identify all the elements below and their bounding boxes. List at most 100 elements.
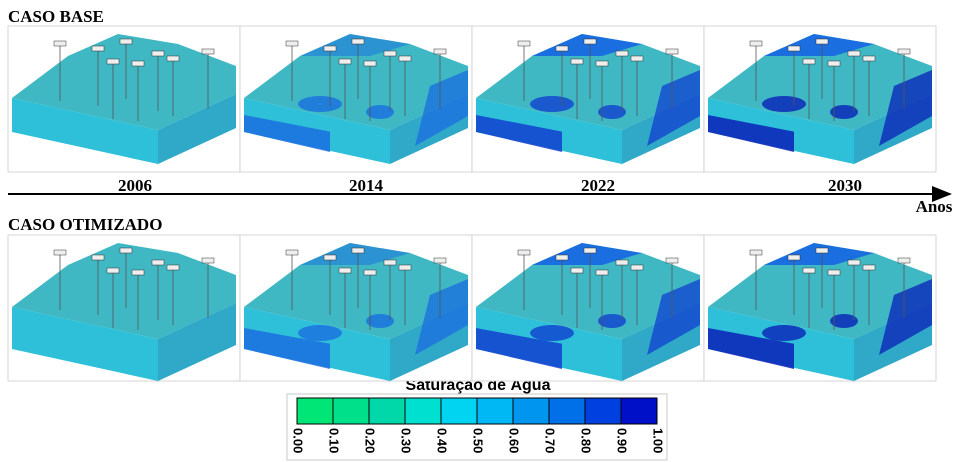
well-tag — [202, 258, 214, 263]
well-tag — [434, 258, 446, 263]
colorbar-tick: 0.10 — [327, 428, 342, 453]
water-front — [530, 96, 574, 112]
reservoir-block — [472, 26, 704, 172]
colorbar-tick: 0.70 — [543, 428, 558, 453]
well-tag — [848, 51, 860, 56]
figure: CASO BASE CASO OTIMIZADO 2006 2014 2022 … — [0, 0, 957, 462]
colorbar-cell — [477, 398, 513, 424]
well-tag — [750, 250, 762, 255]
well-tag — [571, 268, 583, 273]
well-tag — [816, 39, 828, 44]
well-tag — [666, 258, 678, 263]
colorbar-cell — [333, 398, 369, 424]
reservoir-block — [8, 26, 240, 172]
colorbar-cell — [585, 398, 621, 424]
well-tag — [828, 61, 840, 66]
colorbar-tick: 0.80 — [579, 428, 594, 453]
well-tag — [132, 270, 144, 275]
water-front — [298, 96, 342, 112]
well-tag — [107, 268, 119, 273]
well-tag — [384, 51, 396, 56]
colorbar-tick: 0.40 — [435, 428, 450, 453]
well-tag — [518, 250, 530, 255]
colorbar-cell — [297, 398, 333, 424]
well-tag — [584, 248, 596, 253]
well-tag — [898, 258, 910, 263]
well-tag — [803, 268, 815, 273]
well-tag — [324, 46, 336, 51]
axis-label: Anos — [916, 197, 953, 216]
well-tag — [803, 59, 815, 64]
well-tag — [631, 265, 643, 270]
panels — [8, 26, 936, 381]
water-front — [762, 96, 806, 112]
colorbar-cell — [405, 398, 441, 424]
well-tag — [286, 250, 298, 255]
colorbar-tick: 0.20 — [363, 428, 378, 453]
well-tag — [352, 39, 364, 44]
colorbar-cell — [513, 398, 549, 424]
reservoir-block — [704, 235, 936, 381]
year-label: 2030 — [828, 176, 862, 195]
well-tag — [339, 268, 351, 273]
row-title: CASO OTIMIZADO — [8, 215, 162, 234]
water-front — [530, 325, 574, 341]
well-tag — [399, 56, 411, 61]
well-tag — [364, 61, 376, 66]
year-label: 2022 — [581, 176, 615, 195]
well-tag — [898, 49, 910, 54]
water-front — [298, 325, 342, 341]
well-tag — [120, 248, 132, 253]
well-tag — [167, 265, 179, 270]
well-tag — [286, 41, 298, 46]
colorbar-tick: 0.90 — [615, 428, 630, 453]
colorbar-cell — [369, 398, 405, 424]
well-tag — [616, 260, 628, 265]
colorbar-tick: 0.50 — [471, 428, 486, 453]
well-tag — [584, 39, 596, 44]
well-tag — [616, 51, 628, 56]
well-tag — [364, 270, 376, 275]
well-tag — [339, 59, 351, 64]
well-tag — [54, 250, 66, 255]
well-tag — [120, 39, 132, 44]
colorbar-cell — [441, 398, 477, 424]
well-tag — [152, 260, 164, 265]
well-tag — [816, 248, 828, 253]
reservoir-block — [8, 235, 240, 381]
well-tag — [107, 59, 119, 64]
well-tag — [828, 270, 840, 275]
well-tag — [596, 61, 608, 66]
well-tag — [132, 61, 144, 66]
well-tag — [384, 260, 396, 265]
well-tag — [152, 51, 164, 56]
well-tag — [167, 56, 179, 61]
well-tag — [202, 49, 214, 54]
water-front — [762, 325, 806, 341]
well-tag — [666, 49, 678, 54]
well-tag — [352, 248, 364, 253]
colorbar-cell — [549, 398, 585, 424]
well-tag — [596, 270, 608, 275]
well-tag — [556, 46, 568, 51]
well-tag — [434, 49, 446, 54]
well-tag — [92, 46, 104, 51]
row-title: CASO BASE — [8, 7, 104, 26]
colorbar-tick: 0.30 — [399, 428, 414, 453]
reservoir-block — [240, 235, 472, 381]
colorbar-cell — [621, 398, 657, 424]
well-tag — [788, 46, 800, 51]
well-tag — [848, 260, 860, 265]
well-tag — [571, 59, 583, 64]
year-label: 2006 — [118, 176, 152, 195]
well-tag — [863, 265, 875, 270]
well-tag — [324, 255, 336, 260]
reservoir-block — [704, 26, 936, 172]
reservoir-block — [472, 235, 704, 381]
well-tag — [399, 265, 411, 270]
reservoir-block — [240, 26, 472, 172]
well-tag — [863, 56, 875, 61]
well-tag — [750, 41, 762, 46]
well-tag — [788, 255, 800, 260]
